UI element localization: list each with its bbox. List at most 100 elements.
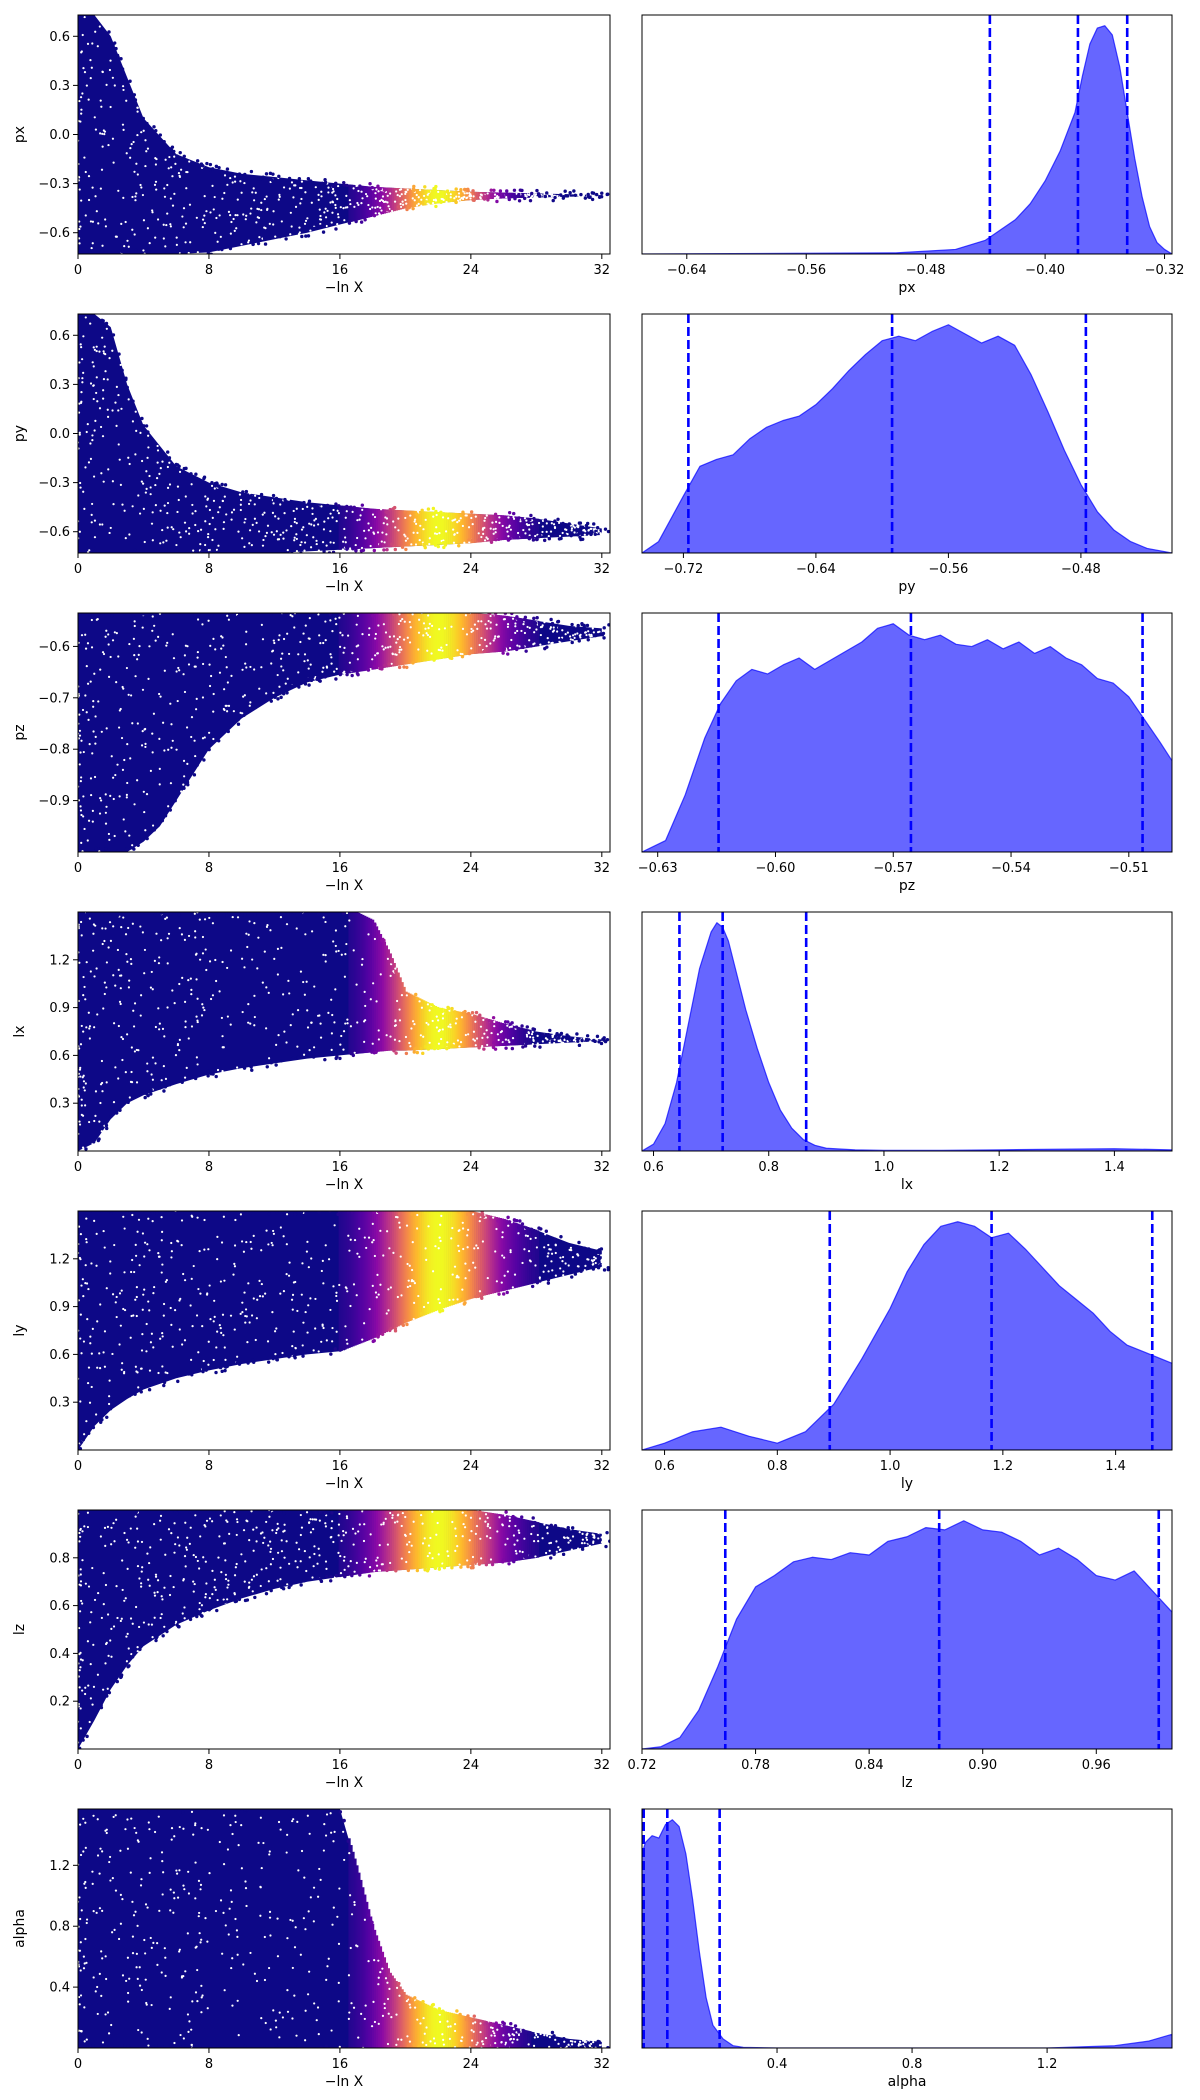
scatter-point — [95, 608, 98, 611]
scatter-gap — [525, 519, 528, 522]
scatter-gap — [492, 639, 495, 642]
scatter-gap — [355, 184, 358, 188]
scatter-gap — [173, 192, 176, 195]
scatter-point — [566, 194, 570, 198]
scatter-gap — [142, 129, 145, 132]
scatter-gap — [154, 1062, 157, 1065]
scatter-color-strip — [450, 512, 453, 545]
scatter-point — [482, 649, 486, 653]
scatter-point — [434, 204, 438, 209]
scatter-gap — [79, 1568, 82, 1571]
scatter-gap — [95, 349, 98, 353]
scatter-gap — [293, 536, 296, 539]
scatter-gap — [261, 638, 265, 641]
scatter-gap — [285, 529, 288, 532]
scatter-gap — [413, 1023, 416, 1026]
scatter-color-strip — [466, 513, 469, 544]
x-tick-label: 32 — [594, 1160, 611, 1175]
scatter-gap — [119, 1002, 122, 1006]
scatter-gap — [105, 805, 108, 808]
scatter-gap — [117, 393, 120, 397]
scatter-gap — [299, 640, 302, 644]
scatter-point — [478, 1013, 482, 1017]
scatter-color-strip — [360, 913, 363, 1054]
scatter-gap — [79, 1707, 82, 1710]
scatter-gap — [431, 202, 435, 205]
scatter-point — [387, 662, 391, 666]
scatter-gap — [330, 221, 333, 224]
scatter-gap — [106, 415, 110, 418]
scatter-point — [561, 521, 565, 526]
scatter-gap — [524, 1234, 528, 1237]
scatter-gap — [163, 187, 166, 190]
scatter-gap — [161, 1365, 164, 1368]
scatter-gap — [78, 1669, 81, 1672]
scatter-gap — [396, 1520, 399, 1523]
scatter-point — [423, 545, 427, 550]
scatter-gap — [100, 1130, 103, 1133]
scatter-gap — [147, 446, 150, 449]
scatter-gap — [96, 1673, 100, 1676]
scatter-gap — [189, 1304, 192, 1307]
scatter-point — [344, 544, 348, 549]
scatter-gap — [226, 681, 229, 684]
scatter-gap — [486, 1525, 489, 1528]
scatter-gap — [480, 535, 483, 539]
scatter-point — [368, 182, 372, 186]
scatter-color-strip — [464, 513, 467, 544]
scatter-gap — [420, 1513, 423, 1517]
scatter-gap — [286, 549, 289, 552]
scatter-gap — [83, 985, 86, 989]
scatter-gap — [134, 195, 137, 198]
scatter-gap — [554, 1274, 557, 1277]
scatter-point — [113, 41, 117, 45]
scatter-gap — [566, 533, 569, 536]
scatter-gap — [390, 209, 394, 213]
scatter-point — [301, 1354, 305, 1358]
scatter-gap — [87, 1287, 90, 1291]
scatter-point — [327, 1206, 330, 1209]
scatter-point — [151, 248, 155, 253]
scatter-point — [477, 609, 480, 612]
scatter-gap — [363, 529, 366, 532]
scatter-gap — [124, 933, 128, 936]
scatter-point — [220, 482, 224, 487]
scatter-gap — [80, 346, 83, 349]
scatter-gap — [90, 646, 94, 649]
scatter-gap — [266, 207, 269, 210]
scatter-gap — [425, 1021, 428, 1025]
scatter-point — [222, 913, 226, 917]
scatter-gap — [456, 1298, 459, 1301]
scatter-gap — [109, 1639, 112, 1642]
scatter-gap — [190, 735, 193, 739]
scatter-gap — [427, 1301, 430, 1304]
scatter-point — [271, 493, 276, 498]
scatter-gap — [345, 194, 348, 197]
scatter-gap — [132, 140, 135, 144]
scatter-point — [242, 713, 246, 717]
scatter-gap — [569, 635, 572, 638]
scatter-point — [550, 621, 555, 626]
scatter-gap — [381, 1563, 384, 1566]
scatter-gap — [571, 523, 574, 526]
scatter-gap — [461, 653, 464, 656]
scatter-gap — [121, 503, 124, 506]
scatter-point — [482, 1290, 487, 1294]
scatter-gap — [297, 232, 301, 236]
scatter-point — [531, 538, 536, 542]
scatter-point — [559, 638, 563, 642]
scatter-gap — [136, 1650, 139, 1653]
scatter-gap — [113, 834, 116, 838]
scatter-gap — [170, 166, 173, 169]
scatter-gap — [124, 830, 127, 833]
scatter-gap — [301, 1262, 304, 1265]
scatter-point — [524, 1041, 529, 1046]
scatter-color-strip — [354, 1510, 357, 1575]
scatter-gap — [252, 1549, 255, 1552]
scatter-gap — [276, 673, 279, 677]
scatter-gap — [88, 1401, 92, 1404]
scatter-gap — [81, 377, 84, 380]
scatter-gap — [138, 645, 141, 648]
scatter-point — [91, 1140, 96, 1144]
scatter-gap — [206, 498, 209, 501]
